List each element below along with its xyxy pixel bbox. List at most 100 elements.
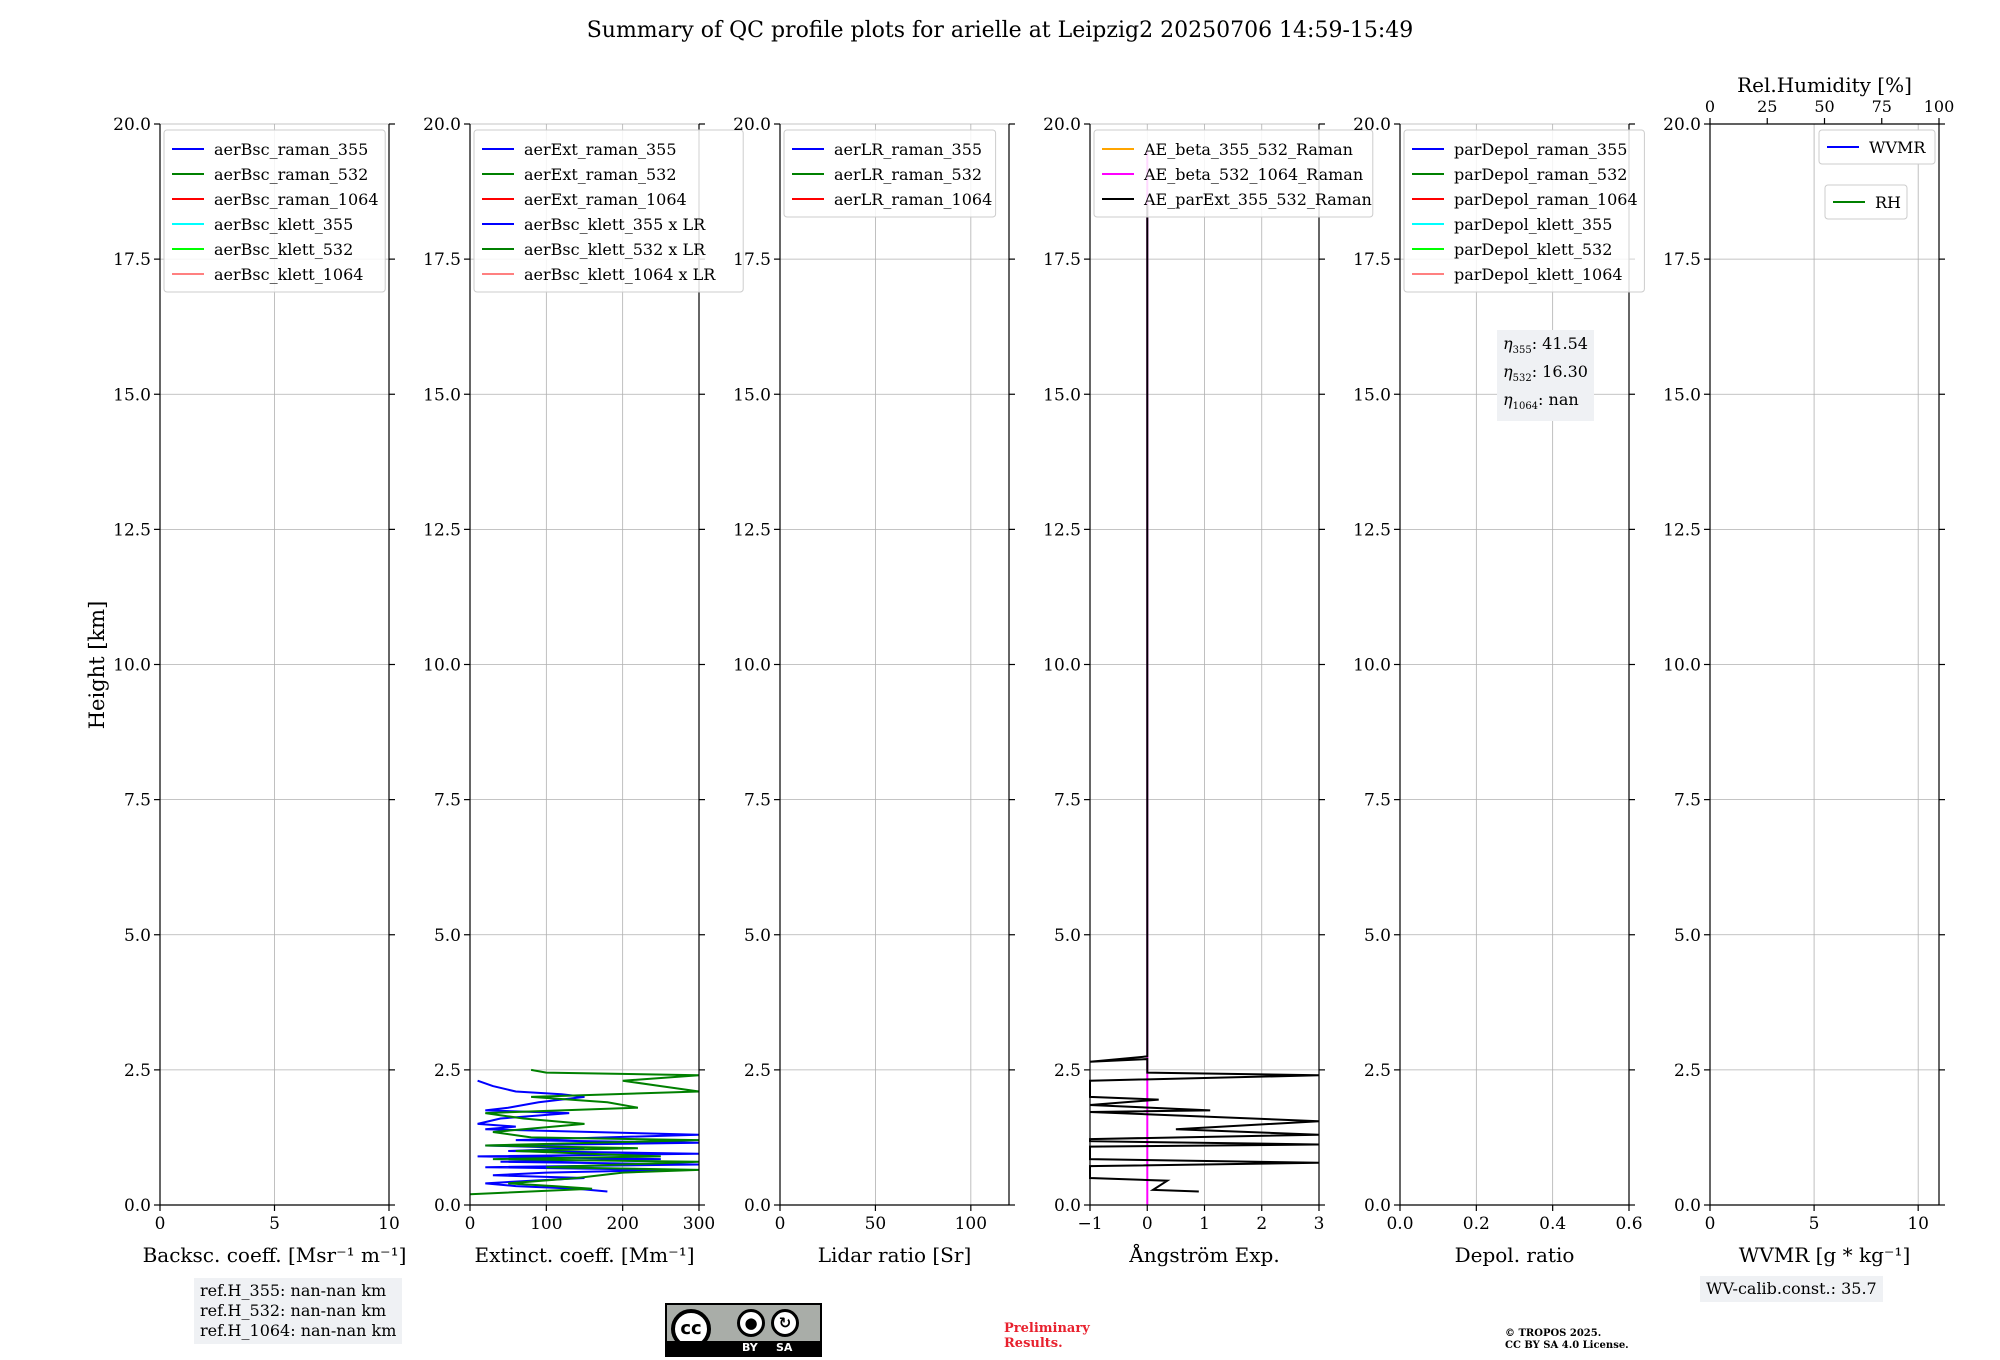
wv-calib-box: WV-calib.const.: 35.7 — [1700, 1276, 1883, 1302]
y-tick-label: 7.5 — [744, 791, 771, 811]
legend-box — [1403, 129, 1645, 293]
y-tick-label: 20.0 — [423, 115, 461, 135]
legend-label: aerBsc_klett_532 x LR — [524, 240, 706, 259]
legend-label: AE_beta_355_532_Raman — [1143, 140, 1353, 159]
legend-label: AE_beta_532_1064_Raman — [1143, 165, 1363, 184]
panel-4: 0.0 2.5 5.0 7.5 10.0 12.5 15.0 17.5 20.0 −1 0 1 2 3 Ån… — [1043, 115, 1374, 1267]
y-tick-label: 12.5 — [1353, 520, 1391, 540]
legend-label: RH — [1875, 193, 1901, 212]
y-tick-label: 2.5 — [744, 1061, 771, 1081]
y-tick-label: 0.0 — [1364, 1196, 1391, 1216]
y-tick-label: 2.5 — [1674, 1061, 1701, 1081]
x-tick-label: 0.2 — [1463, 1214, 1490, 1234]
legend-label: parDepol_raman_355 — [1454, 140, 1627, 159]
x-axis-label: Depol. ratio — [1455, 1243, 1575, 1267]
legend-box — [1818, 129, 1936, 165]
y-tick-label: 10.0 — [1353, 656, 1391, 676]
y-tick-label: 15.0 — [1663, 385, 1701, 405]
y-tick-label: 0.0 — [434, 1196, 461, 1216]
legend: aerLR_raman_355 aerLR_raman_532 aerLR_rama… — [783, 129, 997, 218]
legend: AE_beta_355_532_Raman AE_beta_532_1064_Ra… — [1093, 129, 1374, 218]
y-tick-label: 12.5 — [733, 520, 771, 540]
y-tick-label: 17.5 — [423, 250, 461, 270]
y-tick-label: 7.5 — [434, 791, 461, 811]
y-tick-label: 15.0 — [113, 385, 151, 405]
legend: parDepol_raman_355 parDepol_raman_532 parD… — [1403, 129, 1645, 293]
y-tick-label: 2.5 — [1364, 1061, 1391, 1081]
eta-355: η355: 41.54 — [1503, 334, 1588, 357]
figure-title: Summary of QC profile plots for arielle … — [586, 18, 1414, 43]
y-tick-label: 5.0 — [1674, 926, 1701, 946]
refh-355: ref.H_355: nan-nan km — [200, 1281, 387, 1300]
y-tick-label: 17.5 — [113, 250, 151, 270]
x-tick-label: 2 — [1256, 1214, 1267, 1234]
y-tick-label: 17.5 — [1043, 250, 1081, 270]
y-tick-label: 0.0 — [1054, 1196, 1081, 1216]
y-tick-label: 0.0 — [1674, 1196, 1701, 1216]
top-x-tick-label: 50 — [1814, 97, 1834, 116]
legend-label: parDepol_klett_1064 — [1454, 265, 1623, 284]
refh-1064: ref.H_1064: nan-nan km — [200, 1321, 397, 1340]
y-tick-label: 5.0 — [434, 926, 461, 946]
legend-box — [473, 129, 744, 293]
y-tick-label: 5.0 — [1364, 926, 1391, 946]
x-tick-label: 1 — [1199, 1214, 1210, 1234]
y-tick-label: 10.0 — [733, 656, 771, 676]
legend-label: parDepol_klett_532 — [1454, 240, 1612, 259]
legend-label: parDepol_klett_355 — [1454, 215, 1612, 234]
y-tick-label: 5.0 — [1054, 926, 1081, 946]
preliminary-note: Preliminary Results. — [1004, 1321, 1090, 1351]
x-tick-label: 0 — [465, 1214, 476, 1234]
x-tick-label: 100 — [955, 1214, 987, 1234]
legend-label: parDepol_raman_1064 — [1454, 190, 1638, 209]
legend-label: aerLR_raman_355 — [834, 140, 982, 159]
y-tick-label: 0.0 — [124, 1196, 151, 1216]
legend-label: aerExt_raman_355 — [524, 140, 677, 159]
eta-532: η532: 16.30 — [1503, 362, 1588, 385]
eta-1064: η1064: nan — [1503, 390, 1579, 413]
legend: aerBsc_raman_355 aerBsc_raman_532 aerBsc_r… — [163, 129, 386, 293]
x-tick-label: 300 — [683, 1214, 715, 1234]
top-x-tick-label: 100 — [1924, 97, 1955, 116]
panel-5: 0.0 2.5 5.0 7.5 10.0 12.5 15.0 17.5 20.0 0.0 0.2 0.… — [1353, 115, 1645, 1267]
x-tick-label: 5 — [1809, 1214, 1820, 1234]
legend-label: aerBsc_raman_1064 — [214, 190, 379, 209]
x-axis-label: Lidar ratio [Sr] — [818, 1243, 972, 1267]
x-tick-label: 0 — [155, 1214, 166, 1234]
legend-box — [163, 129, 386, 293]
x-tick-label: 10 — [378, 1214, 400, 1234]
x-tick-label: 200 — [606, 1214, 638, 1234]
legend-label: aerBsc_klett_355 x LR — [524, 215, 706, 234]
series-line — [1089, 205, 1320, 1193]
x-tick-label: 5 — [269, 1214, 280, 1234]
eta-box: η355: 41.54 η532: 16.30 η1064: nan — [1497, 330, 1594, 421]
x-tick-label: 3 — [1314, 1214, 1325, 1234]
legend-box — [1093, 129, 1374, 218]
cc-by-label: BY — [742, 1341, 758, 1354]
person-icon: ● — [737, 1309, 765, 1337]
x-tick-label: −1 — [1077, 1214, 1102, 1234]
panel-1: 0.0 2.5 5.0 7.5 10.0 12.5 15.0 17.5 20.0 0 5 10 Back… — [113, 115, 406, 1267]
y-tick-label: 5.0 — [124, 926, 151, 946]
y-tick-label: 12.5 — [1663, 520, 1701, 540]
y-tick-label: 20.0 — [1353, 115, 1391, 135]
y-tick-label: 17.5 — [733, 250, 771, 270]
legend-label: aerExt_raman_1064 — [524, 190, 687, 209]
y-tick-label: 5.0 — [744, 926, 771, 946]
y-axis-label: Height [km] — [85, 601, 109, 730]
x-tick-label: 0.6 — [1615, 1214, 1642, 1234]
y-tick-label: 10.0 — [423, 656, 461, 676]
reference-height-box: ref.H_355: nan-nan km ref.H_532: nan-nan… — [194, 1278, 403, 1344]
x-tick-label: 100 — [530, 1214, 562, 1234]
panel-3: 0.0 2.5 5.0 7.5 10.0 12.5 15.0 17.5 20.0 0 50 100 Li… — [733, 115, 1015, 1267]
y-tick-label: 20.0 — [1043, 115, 1081, 135]
y-tick-label: 7.5 — [1674, 791, 1701, 811]
y-tick-label: 0.0 — [744, 1196, 771, 1216]
y-tick-label: 15.0 — [1043, 385, 1081, 405]
y-tick-label: 12.5 — [423, 520, 461, 540]
x-axis-label: Ångström Exp. — [1128, 1242, 1279, 1267]
y-tick-label: 17.5 — [1353, 250, 1391, 270]
y-tick-label: 10.0 — [113, 656, 151, 676]
top-x-axis-label: Rel.Humidity [%] — [1737, 73, 1912, 97]
